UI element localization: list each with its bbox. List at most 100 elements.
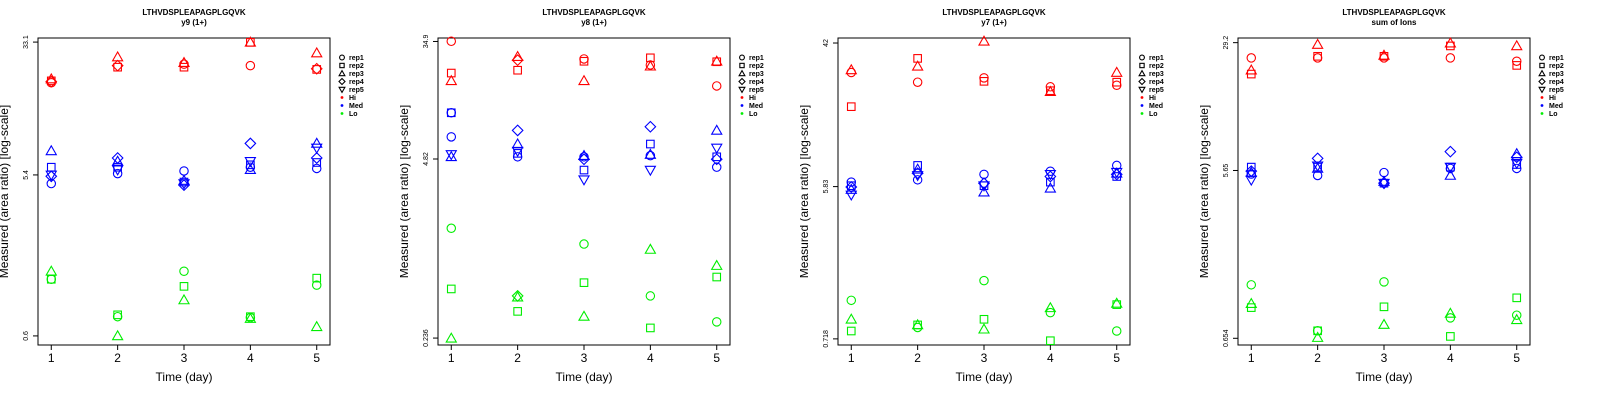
- data-point-lo-rep2: [1379, 302, 1389, 312]
- legend-label: rep1: [1549, 55, 1564, 62]
- data-point-med-rep5: [978, 181, 990, 192]
- data-point-lo-rep2: [312, 273, 322, 283]
- data-point-hi-rep1: [1312, 53, 1323, 63]
- data-point-hi-rep3: [1245, 64, 1258, 75]
- data-point-med-rep5: [244, 157, 257, 168]
- data-point-med-rep1: [179, 166, 189, 176]
- legend-label: rep1: [749, 55, 764, 62]
- data-point-hi-rep3: [911, 60, 924, 71]
- data-point-med-rep4: [644, 120, 657, 133]
- legend-label: Hi: [749, 95, 756, 102]
- data-point-med-rep3: [978, 186, 990, 197]
- y-tick-label: 29.2: [1223, 36, 1230, 50]
- data-point-med-rep5: [1311, 161, 1324, 172]
- data-point-hi-rep3: [1510, 39, 1523, 51]
- data-point-med-rep3: [710, 124, 723, 135]
- data-point-lo-rep3: [978, 323, 990, 334]
- data-point-lo-rep3: [644, 243, 657, 254]
- legend-symbol: [1139, 54, 1145, 61]
- data-point-lo-rep3: [445, 332, 458, 343]
- legend-label: Hi: [1549, 95, 1556, 102]
- data-point-hi-rep2: [979, 76, 989, 86]
- legend-symbol: [1138, 69, 1146, 77]
- data-point-hi-rep2: [579, 56, 589, 66]
- chart-title: LTHVDSPLEAPAGPLGQVK: [1342, 8, 1445, 17]
- legend-label: rep5: [749, 87, 764, 94]
- legend-symbol: [340, 104, 344, 107]
- data-point-hi-rep3: [710, 55, 723, 66]
- data-point-lo-rep2: [446, 284, 456, 294]
- x-tick-label: 4: [647, 351, 654, 365]
- legend-symbol: [338, 69, 346, 77]
- legend-label: rep2: [749, 63, 764, 70]
- data-point-hi-rep4: [310, 62, 323, 75]
- data-point-lo-rep3: [244, 312, 257, 323]
- chart-title: LTHVDSPLEAPAGPLGQVK: [942, 8, 1045, 17]
- legend-symbol: [340, 96, 344, 99]
- legend-label: rep2: [1149, 63, 1164, 70]
- legend-symbol: [338, 86, 346, 94]
- data-point-hi-rep2: [1446, 41, 1455, 51]
- y-tick-label: 5.65: [1223, 164, 1230, 178]
- legend-label: Hi: [349, 95, 356, 102]
- data-point-med-rep4: [577, 153, 591, 166]
- legend-symbol: [339, 54, 345, 61]
- legend-label: rep5: [349, 87, 364, 94]
- legend-symbol: [1540, 96, 1544, 99]
- legend-label: rep5: [1149, 87, 1164, 94]
- x-tick-label: 4: [1047, 351, 1054, 365]
- data-point-med-rep5: [111, 165, 124, 176]
- data-point-lo-rep1: [645, 291, 656, 301]
- legend-symbol: [738, 69, 746, 77]
- legend-symbol: [1140, 112, 1144, 115]
- data-point-med-rep3: [1311, 162, 1324, 173]
- data-point-lo-rep1: [46, 274, 57, 285]
- data-point-lo-rep1: [1045, 307, 1056, 318]
- data-point-med-rep1: [446, 132, 457, 142]
- data-point-lo-rep1: [112, 311, 123, 322]
- data-points: [1245, 37, 1523, 342]
- x-tick-label: 5: [313, 351, 320, 365]
- x-tick-label: 4: [247, 351, 254, 365]
- legend-symbol: [739, 54, 745, 61]
- data-points: [45, 36, 323, 341]
- y-tick-label: 5.4: [23, 170, 30, 180]
- data-point-lo-rep1: [846, 295, 857, 306]
- legend-symbol: [1140, 96, 1144, 99]
- data-points: [445, 36, 723, 343]
- legend-label: Med: [349, 103, 363, 110]
- data-point-lo-rep3: [1044, 301, 1057, 313]
- x-tick-label: 3: [981, 351, 988, 365]
- legend-symbol: [1540, 112, 1544, 115]
- data-point-lo-rep2: [979, 314, 989, 324]
- data-point-lo-rep2: [1313, 326, 1322, 336]
- data-point-med-rep1: [645, 150, 656, 161]
- data-point-med-rep3: [310, 137, 323, 148]
- legend-label: Lo: [749, 111, 758, 118]
- y-tick-label: 33.1: [23, 35, 30, 49]
- legend-label: rep3: [749, 71, 764, 78]
- data-point-med-rep5: [644, 165, 657, 177]
- data-point-hi-rep3: [178, 56, 190, 67]
- data-point-hi-rep2: [312, 65, 322, 74]
- x-tick-label: 5: [1113, 351, 1120, 365]
- y-axis-label: Measured (area ratio) [log-scale]: [400, 105, 411, 278]
- chart-subtitle: sum of Ions: [1372, 18, 1417, 27]
- data-point-hi-rep2: [513, 65, 522, 75]
- data-point-med-rep4: [310, 152, 323, 165]
- data-point-med-rep4: [1044, 170, 1057, 183]
- data-points: [845, 35, 1123, 346]
- y-tick-label: 42: [823, 39, 830, 47]
- data-point-med-rep5: [45, 170, 58, 182]
- y-tick-label: 0.654: [1223, 329, 1230, 347]
- data-point-med-rep4: [1311, 152, 1324, 165]
- data-point-med-rep5: [1110, 167, 1123, 179]
- data-point-hi-rep1: [912, 77, 923, 87]
- data-point-med-rep3: [911, 163, 924, 174]
